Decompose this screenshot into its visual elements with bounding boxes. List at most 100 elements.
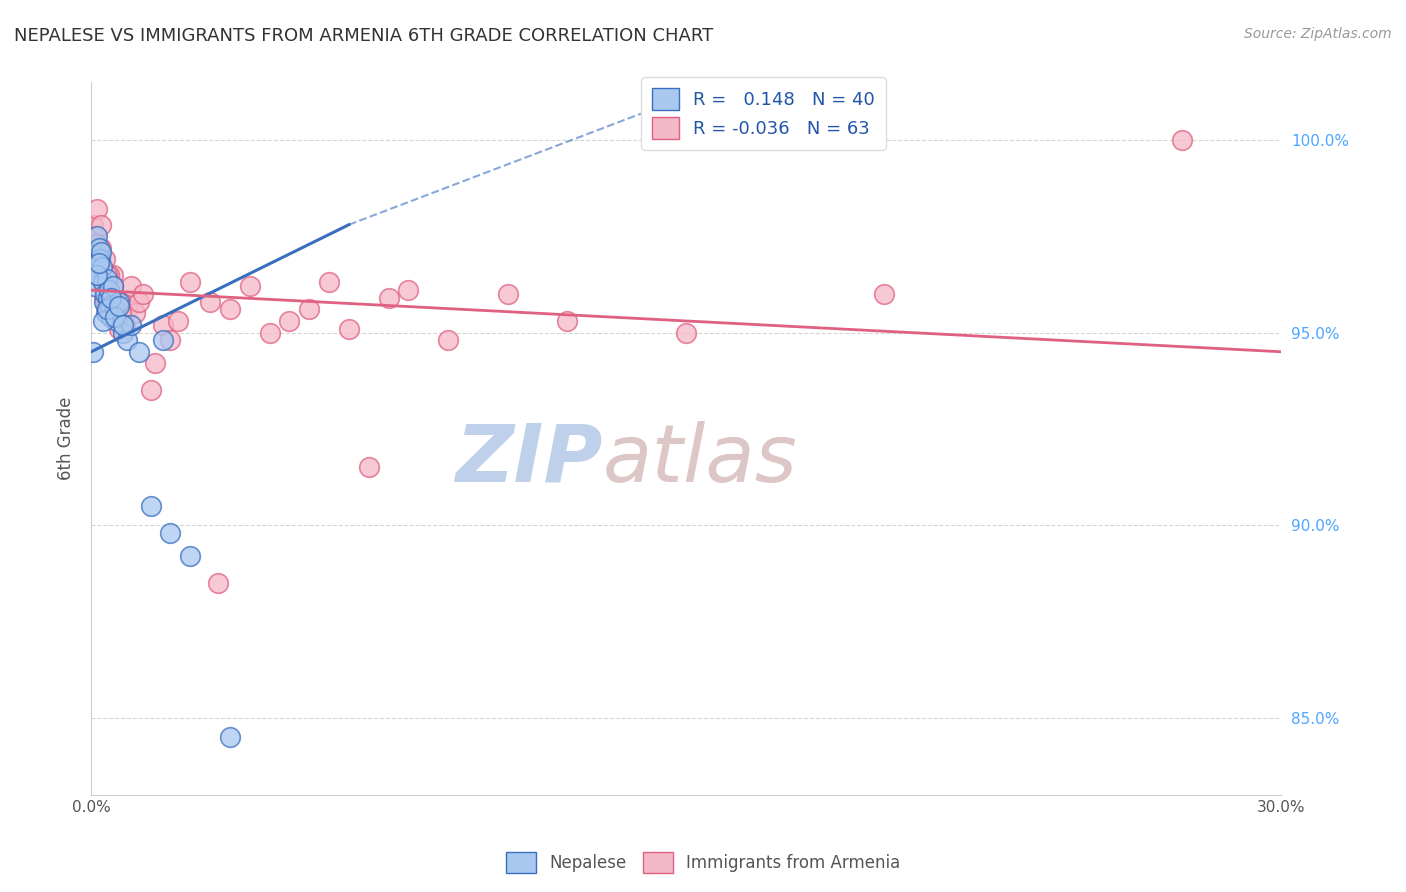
Point (96, 299, 118, 313)
Point (159, 333, 181, 347)
Point (89, 256, 111, 270)
Point (101, 279, 124, 293)
Point (108, 321, 131, 335)
Point (167, 314, 190, 328)
Point (94, 252, 117, 267)
Point (110, 306, 132, 320)
Point (91, 314, 114, 328)
Point (675, 326, 697, 340)
Point (337, 321, 360, 335)
Point (98, 299, 121, 313)
Point (87, 241, 110, 255)
Point (139, 499, 162, 513)
Point (298, 302, 321, 317)
Point (114, 318, 136, 332)
Point (100, 291, 122, 305)
Point (87, 248, 110, 262)
Point (120, 318, 142, 332)
Point (159, 525, 181, 540)
Point (318, 276, 340, 290)
Point (1171, 133, 1194, 147)
Point (128, 294, 150, 309)
Point (152, 333, 174, 347)
Point (114, 318, 136, 332)
Point (179, 276, 201, 290)
Point (239, 279, 262, 293)
Point (84, 256, 107, 270)
Point (90, 244, 112, 259)
Point (398, 283, 420, 297)
Point (82, 344, 104, 359)
Point (357, 460, 380, 475)
Point (100, 310, 122, 324)
Point (87, 268, 110, 282)
Point (84, 229, 107, 244)
Point (100, 310, 122, 324)
Point (84, 256, 107, 270)
Text: atlas: atlas (603, 421, 797, 499)
Point (83, 279, 105, 293)
Text: NEPALESE VS IMMIGRANTS FROM ARMENIA 6TH GRADE CORRELATION CHART: NEPALESE VS IMMIGRANTS FROM ARMENIA 6TH … (14, 27, 713, 45)
Point (91, 276, 114, 290)
Point (128, 344, 150, 359)
Point (105, 294, 128, 309)
Point (89, 252, 111, 267)
Point (94, 283, 117, 297)
Point (97, 291, 120, 305)
Point (120, 279, 142, 293)
Point (496, 287, 519, 301)
Legend: Nepalese, Immigrants from Armenia: Nepalese, Immigrants from Armenia (499, 846, 907, 880)
Point (115, 333, 138, 347)
Point (555, 314, 578, 328)
Text: ZIP: ZIP (456, 421, 603, 499)
Legend: R =   0.148   N = 40, R = -0.036   N = 63: R = 0.148 N = 40, R = -0.036 N = 63 (641, 77, 886, 150)
Point (111, 318, 134, 332)
Point (97, 294, 120, 309)
Point (86, 268, 108, 282)
Point (91, 279, 114, 293)
Point (101, 268, 124, 282)
Point (111, 326, 134, 340)
Point (98, 283, 121, 297)
Point (96, 271, 118, 285)
Point (98, 287, 121, 301)
Point (219, 730, 242, 744)
Point (105, 302, 128, 317)
Point (96, 268, 118, 282)
Point (93, 294, 115, 309)
Point (377, 291, 399, 305)
Point (105, 314, 128, 328)
Point (104, 314, 127, 328)
Point (179, 549, 201, 563)
Point (108, 294, 131, 309)
Y-axis label: 6th Grade: 6th Grade (58, 397, 75, 480)
Point (198, 294, 221, 309)
Point (96, 306, 118, 320)
Point (98, 268, 121, 282)
Point (93, 291, 115, 305)
Point (104, 302, 127, 317)
Point (152, 318, 174, 332)
Point (86, 229, 108, 244)
Point (82, 218, 104, 232)
Point (873, 287, 896, 301)
Point (96, 271, 118, 285)
Point (91, 264, 114, 278)
Point (101, 279, 124, 293)
Point (111, 310, 134, 324)
Point (219, 302, 242, 317)
Point (87, 268, 110, 282)
Point (87, 256, 110, 270)
Point (91, 260, 114, 274)
Point (84, 248, 107, 262)
Point (259, 326, 281, 340)
Point (96, 302, 118, 317)
Point (108, 299, 131, 313)
Point (278, 314, 301, 328)
Text: Source: ZipAtlas.com: Source: ZipAtlas.com (1244, 27, 1392, 41)
Point (90, 218, 112, 232)
Point (94, 287, 117, 301)
Point (86, 236, 108, 251)
Point (83, 241, 105, 255)
Point (139, 384, 162, 398)
